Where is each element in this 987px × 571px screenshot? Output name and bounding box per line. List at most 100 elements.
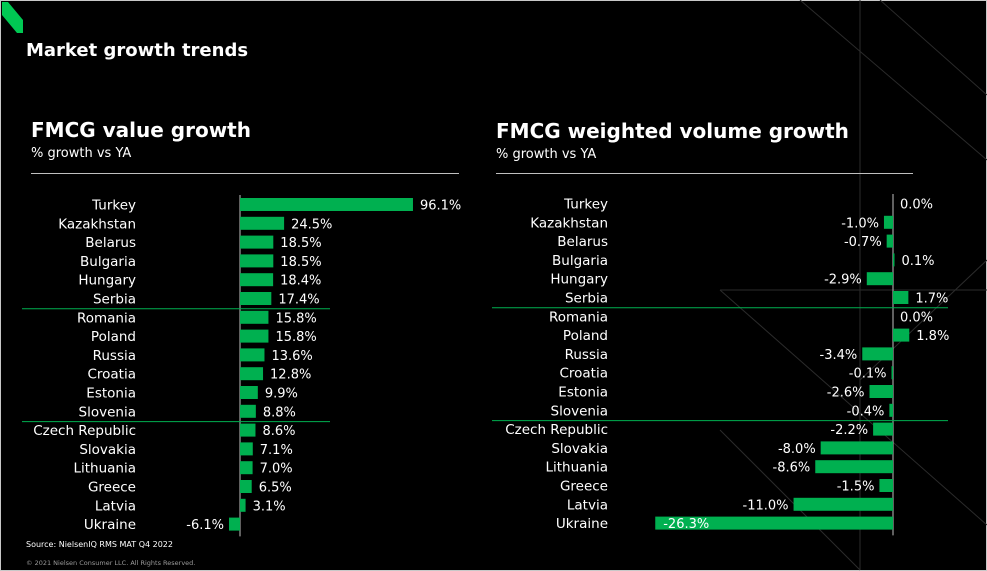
bar: [815, 460, 893, 474]
bar: [240, 198, 413, 211]
category-label: Latvia: [95, 498, 136, 514]
value-label: 17.4%: [278, 293, 319, 308]
value-label: -3.4%: [820, 348, 858, 363]
bar: [866, 272, 893, 286]
value-label: -0.7%: [844, 235, 882, 250]
chart-subtitle-volume: % growth vs YA: [496, 147, 597, 162]
bar: [240, 254, 274, 268]
category-label: Slovenia: [551, 403, 608, 419]
category-label: Croatia: [559, 366, 608, 382]
value-label: 13.6%: [271, 349, 312, 364]
category-label: Belarus: [85, 235, 136, 251]
category-label: Serbia: [565, 291, 608, 307]
category-label: Czech Republic: [505, 422, 608, 438]
bar: [229, 517, 240, 531]
bar: [240, 348, 265, 362]
bar: [240, 480, 252, 493]
bar: [893, 328, 910, 342]
copyright-note: © 2021 Nielsen Consumer LLC. All Rights …: [26, 559, 196, 567]
value-label: 18.4%: [280, 274, 321, 289]
value-label: -8.6%: [773, 461, 811, 476]
category-label: Estonia: [558, 385, 608, 401]
category-label: Serbia: [93, 292, 136, 308]
bar: [891, 366, 893, 380]
bar: [889, 403, 893, 417]
bar: [240, 442, 253, 456]
value-label: -2.6%: [827, 386, 865, 401]
category-label: Lithuania: [73, 461, 136, 477]
bar: [240, 216, 285, 230]
category-label: Ukraine: [84, 517, 136, 533]
category-label: Poland: [91, 329, 136, 345]
value-label: -6.1%: [186, 518, 224, 533]
value-label: 8.6%: [262, 424, 295, 439]
bar: [793, 497, 893, 511]
value-label: -1.5%: [837, 480, 875, 495]
bar: [240, 310, 269, 324]
bar: [655, 516, 893, 530]
category-label: Hungary: [550, 272, 608, 288]
bar: [240, 461, 253, 475]
value-label: 9.9%: [265, 387, 298, 402]
value-label: -0.4%: [847, 404, 885, 419]
category-label: Turkey: [91, 198, 136, 214]
value-label: -1.0%: [841, 216, 879, 231]
value-label: -11.0%: [743, 498, 789, 513]
value-label: 3.1%: [253, 499, 286, 514]
bar: [240, 235, 274, 249]
bar: [862, 347, 893, 361]
category-label: Ukraine: [556, 516, 608, 532]
category-label: Estonia: [86, 386, 136, 402]
category-label: Romania: [77, 310, 136, 326]
value-label: 7.0%: [260, 462, 293, 477]
bar: [240, 386, 258, 399]
value-label: 18.5%: [280, 236, 321, 251]
category-label: Croatia: [87, 367, 136, 383]
source-note: Source: NielsenIQ RMS MAT Q4 2022: [26, 540, 173, 549]
category-label: Russia: [565, 347, 608, 363]
chart-title-value: FMCG value growth: [31, 118, 251, 142]
bar: [240, 273, 274, 287]
category-label: Poland: [563, 328, 608, 344]
category-label: Slovenia: [79, 404, 136, 420]
chart-subtitle-value: % growth vs YA: [31, 146, 132, 161]
category-label: Czech Republic: [33, 423, 136, 439]
chart-title-volume: FMCG weighted volume growth: [496, 119, 849, 143]
value-label: 15.8%: [275, 330, 316, 345]
value-label: 0.0%: [900, 198, 933, 213]
category-label: Slovakia: [551, 441, 608, 457]
value-label: -26.3%: [663, 517, 709, 532]
bar: [240, 292, 272, 305]
title-rule-value: [31, 173, 459, 174]
category-label: Russia: [93, 348, 136, 364]
category-label: Greece: [560, 479, 608, 495]
category-label: Latvia: [567, 497, 608, 513]
bar: [820, 441, 893, 455]
bar: [886, 234, 893, 248]
value-label: -2.2%: [830, 423, 868, 438]
value-label: 1.8%: [916, 329, 949, 344]
value-label: -2.9%: [824, 273, 862, 288]
category-label: Hungary: [78, 273, 136, 289]
bar: [869, 385, 893, 398]
category-label: Lithuania: [545, 460, 608, 476]
bar: [240, 498, 246, 512]
page-title: Market growth trends: [26, 40, 249, 61]
value-label: 12.8%: [270, 368, 311, 383]
bar: [873, 422, 893, 436]
bar: [879, 479, 893, 492]
value-label: 96.1%: [420, 199, 461, 214]
bar: [240, 423, 256, 437]
category-label: Bulgaria: [80, 254, 136, 270]
category-label: Kazakhstan: [58, 216, 136, 232]
title-rule-volume: [496, 173, 913, 174]
bar: [240, 367, 264, 381]
value-label: 0.1%: [902, 254, 935, 269]
value-label: 24.5%: [291, 217, 332, 232]
bar: [893, 253, 895, 267]
value-label: -0.1%: [849, 367, 887, 382]
logo-shape: [2, 2, 23, 33]
